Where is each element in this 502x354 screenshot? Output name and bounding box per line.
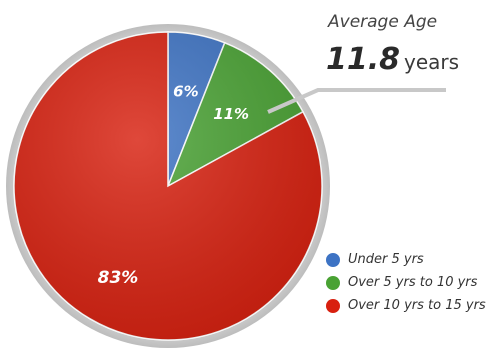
average-age-number: 11.8 — [326, 42, 401, 77]
legend-label: Over 10 yrs to 15 yrs — [348, 298, 486, 313]
average-age-title: Average Age — [328, 12, 438, 32]
legend-item-under-5: Under 5 yrs — [326, 248, 486, 271]
legend-swatch-red — [326, 298, 340, 313]
pie-slice-label-under-5: 6% — [173, 83, 198, 101]
average-age-value: 11.8 years — [326, 42, 459, 77]
pie-slice-label-5-to-10: 11% — [213, 105, 249, 123]
pie-slices — [13, 31, 323, 341]
legend-item-5-to-10: Over 5 yrs to 10 yrs — [326, 271, 486, 294]
legend-label: Over 5 yrs to 10 yrs — [348, 275, 478, 290]
legend-label: Under 5 yrs — [348, 252, 424, 267]
average-age-unit: years — [404, 50, 460, 74]
legend-swatch-blue — [326, 252, 340, 267]
pie-slice-label-10-to-15: 83% — [98, 268, 139, 288]
legend: Under 5 yrs Over 5 yrs to 10 yrs Over 10… — [326, 248, 486, 317]
legend-item-10-to-15: Over 10 yrs to 15 yrs — [326, 294, 486, 317]
legend-swatch-green — [326, 275, 340, 290]
pie-slice-labels: 6% 11% 83% — [98, 83, 249, 288]
annotation-leader-line — [267, 88, 446, 114]
